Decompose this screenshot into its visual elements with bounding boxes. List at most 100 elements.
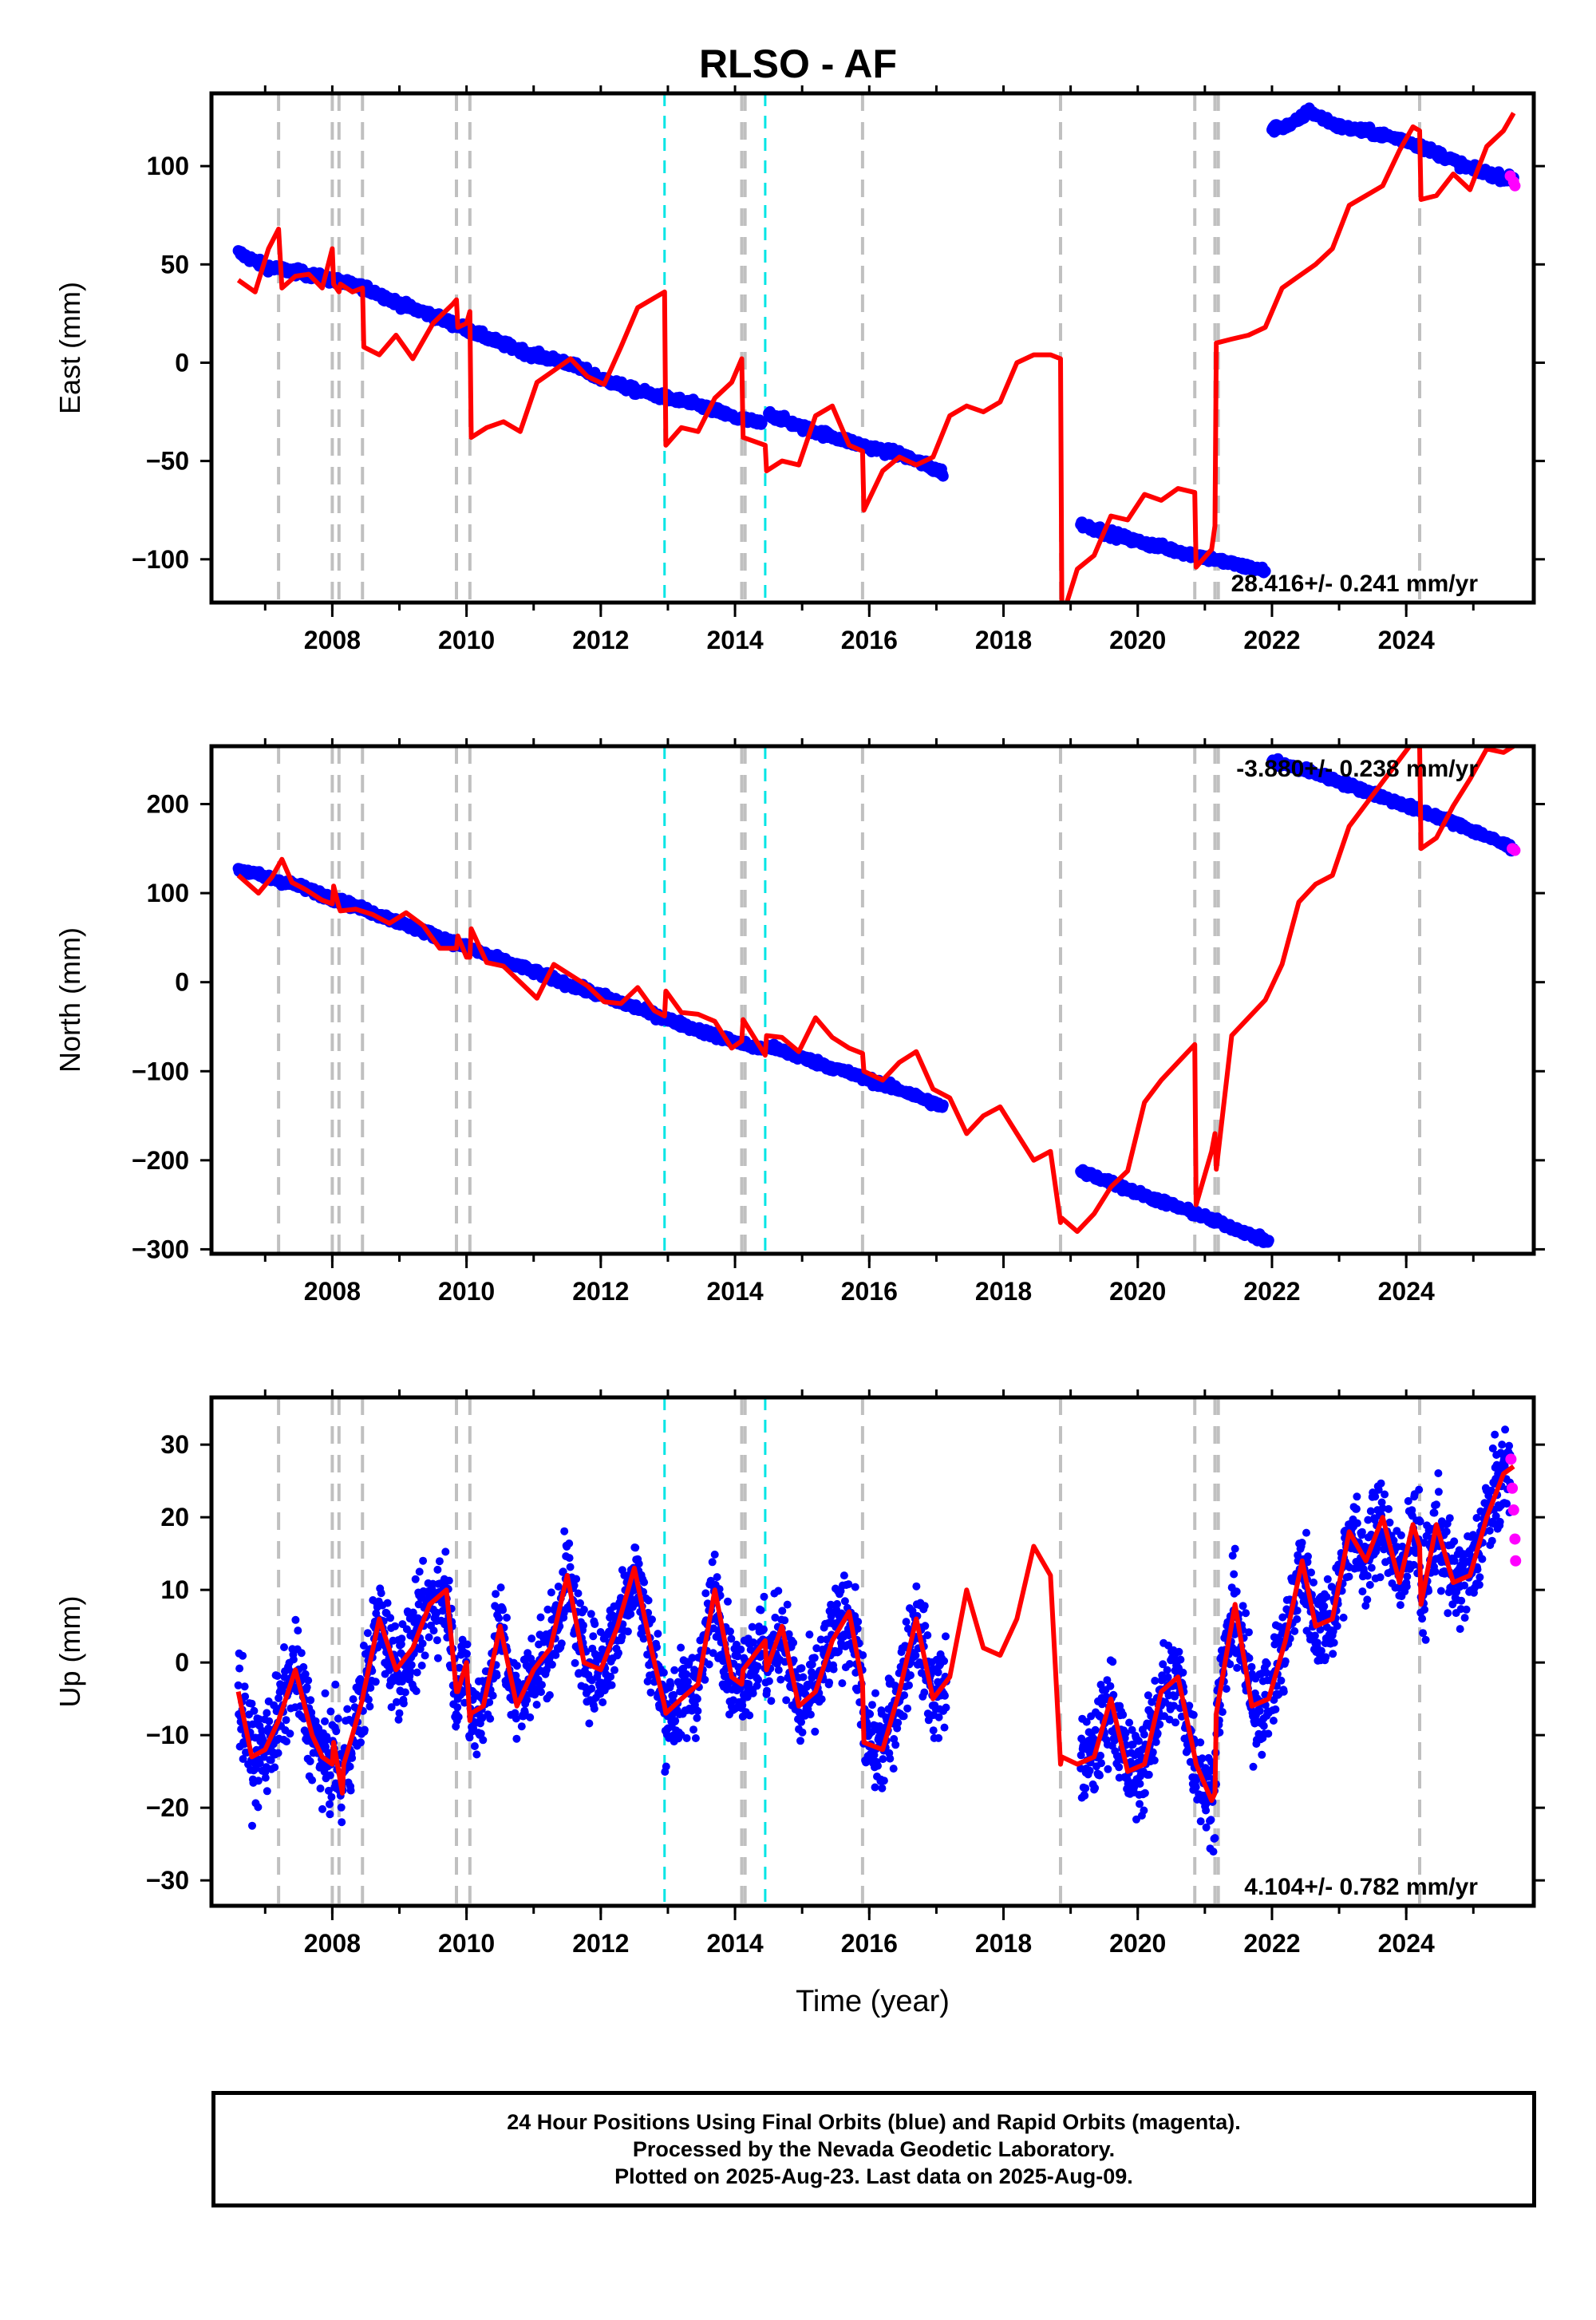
final-orbit-point <box>262 1774 270 1782</box>
final-orbit-point <box>348 1754 356 1762</box>
final-orbit-point <box>775 1666 783 1674</box>
final-orbit-point <box>241 1682 249 1690</box>
final-orbit-point <box>384 1599 392 1607</box>
final-orbit-point <box>282 1716 290 1724</box>
final-orbit-point <box>631 1543 639 1551</box>
final-orbit-point <box>421 1651 429 1659</box>
rate-text: -3.880+/- 0.238 mm/yr <box>1236 756 1478 782</box>
final-orbit-point <box>489 1692 497 1700</box>
final-orbit-point <box>365 1696 373 1704</box>
y-tick-label: −100 <box>132 545 189 574</box>
final-orbit-point <box>386 1614 394 1622</box>
final-orbit-point <box>760 1626 768 1634</box>
final-orbit-point <box>291 1616 299 1624</box>
x-tick-label: 2012 <box>572 626 629 654</box>
final-orbit-point <box>239 1652 247 1660</box>
final-orbit-point <box>575 1590 583 1598</box>
final-orbit-point <box>920 1689 928 1697</box>
final-orbit-point <box>397 1634 405 1642</box>
x-tick-label: 2020 <box>1109 626 1166 654</box>
x-tick-label: 2016 <box>841 1277 898 1306</box>
final-orbit-point <box>436 1557 444 1565</box>
final-orbit-point <box>464 1641 472 1649</box>
final-orbit-point <box>365 1702 373 1710</box>
final-orbit-point <box>868 1701 876 1709</box>
final-orbit-point <box>608 1682 616 1690</box>
x-tick-label: 2020 <box>1109 1277 1166 1306</box>
final-orbit-point <box>654 1630 662 1638</box>
final-orbit-point <box>841 1597 849 1605</box>
final-orbit-point <box>760 1593 768 1601</box>
final-orbit-point <box>830 1666 838 1674</box>
x-tick-label: 2010 <box>438 626 495 654</box>
final-orbit-point <box>263 1709 271 1717</box>
final-orbit-point <box>396 1709 404 1717</box>
final-orbit-point <box>538 1681 546 1689</box>
final-orbit-point <box>693 1695 701 1703</box>
final-orbit-point <box>248 1822 256 1830</box>
x-tick-label: 2018 <box>975 1277 1032 1306</box>
final-orbit-point <box>689 1725 697 1733</box>
final-orbit-point <box>418 1662 426 1670</box>
final-orbit-point <box>495 1615 503 1622</box>
final-orbit-point <box>874 1762 882 1770</box>
final-orbit-point <box>890 1765 898 1773</box>
final-orbit-point <box>648 1615 656 1623</box>
final-orbit-point <box>701 1589 709 1597</box>
final-orbit-point <box>598 1698 606 1706</box>
final-orbit-point <box>400 1699 408 1707</box>
final-orbit-point <box>299 1663 307 1671</box>
final-orbit-point <box>308 1777 316 1784</box>
final-orbit-point <box>294 1626 302 1634</box>
final-orbit-point <box>434 1654 442 1662</box>
final-orbit-point <box>745 1711 753 1719</box>
final-orbit-point <box>614 1649 622 1657</box>
final-orbit-point <box>645 1596 653 1604</box>
y-tick-label: −50 <box>146 447 189 476</box>
final-orbit-point <box>463 1650 471 1658</box>
final-orbit-point <box>749 1690 757 1698</box>
final-orbit-point <box>903 1618 911 1626</box>
final-orbit-point <box>306 1696 314 1704</box>
final-orbit-point <box>317 1784 325 1792</box>
final-orbit-point <box>886 1755 894 1763</box>
y-tick-label: 0 <box>175 348 189 377</box>
final-orbit-point <box>548 1661 556 1669</box>
final-orbit-point <box>853 1686 861 1694</box>
final-orbit-point <box>763 1687 771 1695</box>
model-line <box>239 113 1514 619</box>
final-orbit-point <box>350 1695 358 1703</box>
final-orbit-point <box>263 1787 271 1795</box>
final-orbit-point <box>591 1620 598 1628</box>
final-orbit-point <box>798 1664 806 1672</box>
final-orbit-point <box>589 1632 597 1640</box>
final-orbit-point <box>334 1715 342 1723</box>
final-orbit-point <box>591 1705 598 1713</box>
final-orbit-point <box>640 1579 648 1587</box>
final-orbit-point <box>585 1720 593 1728</box>
final-orbit-point <box>303 1683 311 1691</box>
final-orbit-point <box>533 1701 541 1709</box>
final-orbit-point <box>493 1672 501 1680</box>
final-orbit-point <box>776 1676 784 1684</box>
final-orbit-point <box>445 1577 453 1585</box>
final-orbit-point <box>364 1629 372 1637</box>
final-orbit-point <box>326 1810 334 1818</box>
final-orbit-point <box>318 1805 326 1813</box>
final-orbit-point <box>471 1742 479 1750</box>
x-tick-label: 2008 <box>304 626 361 654</box>
final-orbit-point <box>879 1755 887 1763</box>
final-orbit-point <box>425 1634 433 1642</box>
final-orbit-point <box>560 1528 568 1535</box>
final-orbit-point <box>235 1665 243 1673</box>
final-orbit-point <box>840 1571 848 1579</box>
plot-area <box>233 741 1521 1254</box>
final-orbit-point <box>754 1676 762 1684</box>
final-orbit-point <box>497 1583 505 1591</box>
final-orbit-point <box>692 1734 700 1742</box>
x-tick-label: 2014 <box>706 1277 763 1306</box>
model-line <box>239 741 1514 1231</box>
final-orbit-point <box>326 1708 334 1716</box>
